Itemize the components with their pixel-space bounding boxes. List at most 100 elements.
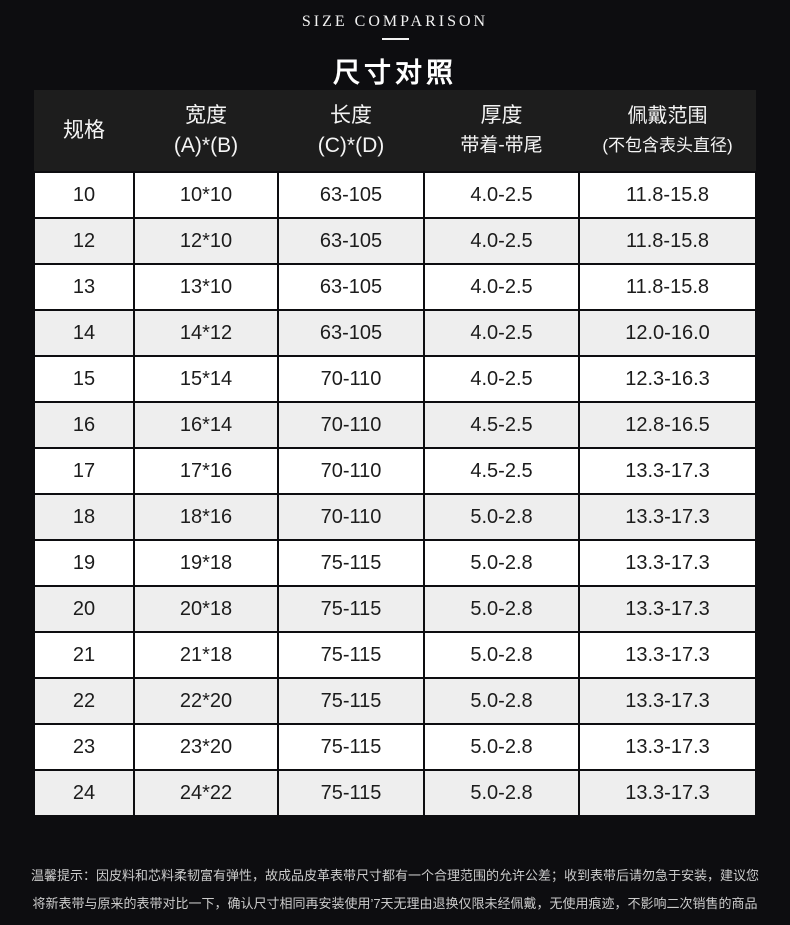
table-row: 23 23*20 75-115 5.0-2.8 13.3-17.3 <box>33 723 757 771</box>
table-cell: 24 <box>33 769 135 817</box>
table-cell: 19 <box>33 539 135 587</box>
table-cell: 15 <box>33 355 135 403</box>
table-cell: 63-105 <box>277 171 425 219</box>
table-cell: 17*16 <box>133 447 279 495</box>
table-cell: 12.3-16.3 <box>578 355 757 403</box>
table-cell: 75-115 <box>277 769 425 817</box>
table-cell: 13.3-17.3 <box>578 723 757 771</box>
column-header: 长度 (C)*(D) <box>278 90 424 172</box>
table-row: 21 21*18 75-115 5.0-2.8 13.3-17.3 <box>33 631 757 679</box>
eyebrow-title: SIZE COMPARISON <box>301 13 489 30</box>
column-header: 宽度 (A)*(B) <box>134 90 278 172</box>
table-cell: 4.0-2.5 <box>423 263 580 311</box>
table-cell: 12.8-16.5 <box>578 401 757 449</box>
table-cell: 13.3-17.3 <box>578 769 757 817</box>
column-header: 佩戴范围 (不包含表头直径) <box>579 90 756 172</box>
table-cell: 22 <box>33 677 135 725</box>
table-cell: 13.3-17.3 <box>578 677 757 725</box>
table-cell: 18 <box>33 493 135 541</box>
table-cell: 21 <box>33 631 135 679</box>
table-header-row: 规格 宽度 (A)*(B) 长度 (C)*(D) 厚度 带着-带尾 佩戴范围 (不包含表头直径) <box>34 90 756 172</box>
table-cell: 75-115 <box>277 631 425 679</box>
table-row: 15 15*14 70-110 4.0-2.5 12.3-16.3 <box>33 355 757 403</box>
table-row: 10 10*10 63-105 4.0-2.5 11.8-15.8 <box>33 171 757 219</box>
table-cell: 15*14 <box>133 355 279 403</box>
column-header: 厚度 带着-带尾 <box>424 90 579 172</box>
table-cell: 63-105 <box>277 217 425 265</box>
table-cell: 70-110 <box>277 447 425 495</box>
table-cell: 5.0-2.8 <box>423 539 580 587</box>
table-cell: 14 <box>33 309 135 357</box>
size-table-container: 规格 宽度 (A)*(B) 长度 (C)*(D) 厚度 带着-带尾 佩戴范围 (不包含表头直径)… <box>33 90 757 817</box>
table-cell: 4.0-2.5 <box>423 309 580 357</box>
table-cell: 75-115 <box>277 677 425 725</box>
table-cell: 10*10 <box>133 171 279 219</box>
table-cell: 70-110 <box>277 493 425 541</box>
table-row: 14 14*12 63-105 4.0-2.5 12.0-16.0 <box>33 309 757 357</box>
table-cell: 11.8-15.8 <box>578 263 757 311</box>
table-cell: 10 <box>33 171 135 219</box>
table-body: 10 10*10 63-105 4.0-2.5 11.8-15.8 12 12*10 63-1… <box>33 171 757 817</box>
table-cell: 11.8-15.8 <box>578 171 757 219</box>
table-row: 12 12*10 63-105 4.0-2.5 11.8-15.8 <box>33 217 757 265</box>
table-row: 13 13*10 63-105 4.0-2.5 11.8-15.8 <box>33 263 757 311</box>
table-cell: 5.0-2.8 <box>423 769 580 817</box>
table-row: 19 19*18 75-115 5.0-2.8 13.3-17.3 <box>33 539 757 587</box>
title-divider <box>381 38 409 40</box>
table-cell: 22*20 <box>133 677 279 725</box>
table-row: 18 18*16 70-110 5.0-2.8 13.3-17.3 <box>33 493 757 541</box>
table-cell: 70-110 <box>277 355 425 403</box>
tip-line-1: 温馨提示：因皮料和芯料柔韧富有弹性，故成品皮革表带尺寸都有一个合理范围的允许公差… <box>30 868 759 883</box>
table-row: 24 24*22 75-115 5.0-2.8 13.3-17.3 <box>33 769 757 817</box>
table-cell: 63-105 <box>277 263 425 311</box>
table-cell: 14*12 <box>133 309 279 357</box>
table-cell: 13 <box>33 263 135 311</box>
table-cell: 5.0-2.8 <box>423 723 580 771</box>
table-cell: 13.3-17.3 <box>578 493 757 541</box>
table-cell: 5.0-2.8 <box>423 493 580 541</box>
table-cell: 75-115 <box>277 723 425 771</box>
table-row: 22 22*20 75-115 5.0-2.8 13.3-17.3 <box>33 677 757 725</box>
column-header: 规格 <box>34 90 134 172</box>
table-cell: 11.8-15.8 <box>578 217 757 265</box>
table-cell: 4.5-2.5 <box>423 447 580 495</box>
table-row: 16 16*14 70-110 4.5-2.5 12.8-16.5 <box>33 401 757 449</box>
table-cell: 13.3-17.3 <box>578 631 757 679</box>
table-cell: 12*10 <box>133 217 279 265</box>
table-cell: 13.3-17.3 <box>578 447 757 495</box>
table-cell: 75-115 <box>277 539 425 587</box>
table-cell: 13.3-17.3 <box>578 585 757 633</box>
warm-tips: 温馨提示：因皮料和芯料柔韧富有弹性，故成品皮革表带尺寸都有一个合理范围的允许公差… <box>0 862 790 918</box>
table-cell: 17 <box>33 447 135 495</box>
table-cell: 70-110 <box>277 401 425 449</box>
table-cell: 12.0-16.0 <box>578 309 757 357</box>
table-cell: 23*20 <box>133 723 279 771</box>
table-cell: 16*14 <box>133 401 279 449</box>
table-cell: 4.5-2.5 <box>423 401 580 449</box>
table-cell: 63-105 <box>277 309 425 357</box>
table-cell: 13*10 <box>133 263 279 311</box>
table-cell: 4.0-2.5 <box>423 171 580 219</box>
table-cell: 4.0-2.5 <box>423 355 580 403</box>
table-cell: 5.0-2.8 <box>423 585 580 633</box>
table-cell: 4.0-2.5 <box>423 217 580 265</box>
table-cell: 24*22 <box>133 769 279 817</box>
table-row: 20 20*18 75-115 5.0-2.8 13.3-17.3 <box>33 585 757 633</box>
table-cell: 75-115 <box>277 585 425 633</box>
table-cell: 19*18 <box>133 539 279 587</box>
table-cell: 5.0-2.8 <box>423 677 580 725</box>
table-cell: 16 <box>33 401 135 449</box>
table-cell: 20*18 <box>133 585 279 633</box>
table-cell: 23 <box>33 723 135 771</box>
table-cell: 18*16 <box>133 493 279 541</box>
tip-line-2: 将新表带与原来的表带对比一下，确认尺寸相同再安装使用’7天无理由退换仅限未经佩戴… <box>32 896 758 911</box>
table-cell: 21*18 <box>133 631 279 679</box>
table-cell: 12 <box>33 217 135 265</box>
table-cell: 20 <box>33 585 135 633</box>
table-row: 17 17*16 70-110 4.5-2.5 13.3-17.3 <box>33 447 757 495</box>
table-cell: 13.3-17.3 <box>578 539 757 587</box>
page-title: 尺寸对照 <box>333 58 457 88</box>
size-comparison-table: 规格 宽度 (A)*(B) 长度 (C)*(D) 厚度 带着-带尾 佩戴范围 (不包含表头直径)… <box>33 90 757 817</box>
table-cell: 5.0-2.8 <box>423 631 580 679</box>
